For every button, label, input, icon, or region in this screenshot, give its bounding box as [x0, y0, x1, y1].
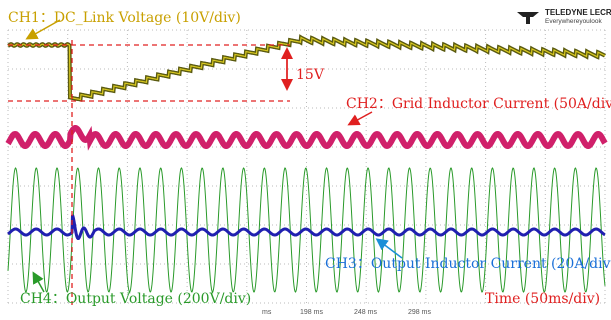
time-tick: 248 ms	[354, 309, 377, 316]
ch4-label: CH4：Output Voltage (200V/div)	[20, 291, 251, 307]
logo-brand: TELEDYNE LECROY	[545, 8, 611, 17]
page: {"logo": {"brand": "TELEDYNE LECROY", "t…	[0, 0, 611, 320]
logo-tagline: Everywhereyoulook	[545, 18, 602, 25]
time-label: Time (50ms/div)	[485, 291, 600, 307]
logo-mark	[517, 12, 539, 24]
callout-arrow	[34, 274, 44, 292]
ch3-label: CH3：Output Inductor Current (20A/div)	[325, 256, 611, 272]
ch1-label: CH1：DC_Link Voltage (10V/div)	[8, 10, 241, 26]
time-tick: ms	[262, 309, 272, 316]
delta-label: 15V	[296, 67, 325, 83]
callout-arrow	[350, 112, 372, 124]
scope-screen: TELEDYNE LECROY Everywhereyoulook CH1：DC…	[0, 0, 611, 320]
time-tick: 198 ms	[300, 309, 323, 316]
time-tick: 298 ms	[408, 309, 431, 316]
ch2-label: CH2：Grid Inductor Current (50A/div)	[346, 96, 611, 112]
